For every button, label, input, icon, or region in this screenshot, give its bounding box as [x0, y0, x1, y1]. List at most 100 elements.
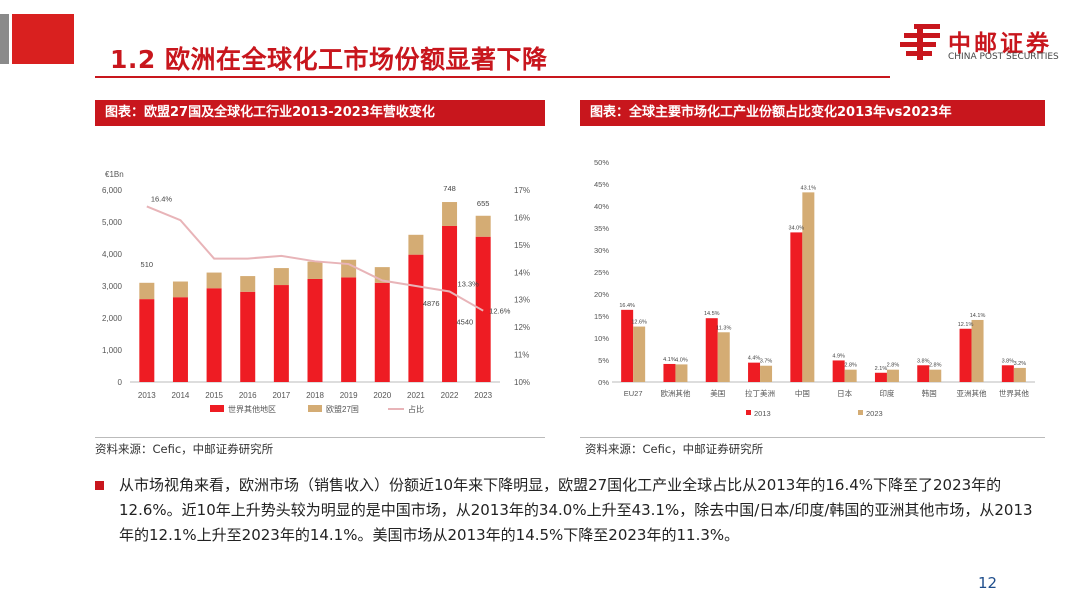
label-eu-2013: 510	[141, 260, 154, 269]
left-y2-tick: 12%	[514, 323, 530, 332]
right-y-tick: 30%	[594, 246, 609, 255]
left-y-tick: 1,000	[102, 346, 123, 355]
logo-chinese-name: 中邮证券	[948, 31, 1052, 57]
label-eu-2023: 655	[477, 199, 490, 208]
right-source-rule	[580, 437, 1045, 438]
right-y-tick: 45%	[594, 180, 609, 189]
bar-rest-of-world	[442, 225, 458, 382]
right-x-tick: 中国	[795, 388, 810, 398]
bar-eu27	[240, 276, 256, 292]
bar-2013	[790, 232, 803, 382]
right-y-tick: 25%	[594, 268, 609, 277]
label-2013-value: 14.5%	[704, 311, 720, 317]
label-2013-value: 4.1%	[663, 357, 676, 363]
left-x-tick: 2013	[138, 391, 156, 400]
body-paragraph: 从市场视角来看，欧洲市场（销售收入）份额近10年来下降明显，欧盟27国化工产业全…	[119, 476, 1033, 544]
market-share-bar-chart: 0% 5% 10% 15% 20% 25% 30% 35% 40% 45% 50% 16.4% 12.6…	[594, 158, 1035, 418]
left-y-tick: 2,000	[102, 314, 123, 323]
legend-label-row: 世界其他地区	[228, 404, 276, 414]
right-y-tick: 40%	[594, 202, 609, 211]
left-x-tick: 2022	[441, 391, 459, 400]
legend-swatch-2023	[858, 410, 863, 415]
label-2023-value: 4.0%	[675, 357, 688, 363]
label-2023-value: 43.1%	[801, 185, 817, 191]
right-chart-source: 资料来源：Cefic，中邮证券研究所	[585, 442, 764, 456]
corner-accent-red	[12, 14, 74, 64]
right-x-tick: 韩国	[922, 388, 937, 398]
bar-2013	[663, 363, 676, 382]
legend-swatch-eu	[308, 405, 322, 412]
bar-2013	[621, 309, 634, 382]
right-y-tick: 10%	[594, 334, 609, 343]
left-x-tick: 2015	[205, 391, 223, 400]
bar-2013	[705, 318, 718, 382]
left-y-tick: 0	[118, 378, 123, 387]
bar-eu27	[206, 272, 222, 289]
bar-rest-of-world	[374, 282, 390, 382]
label-2013-value: 2.1%	[875, 366, 888, 372]
right-y-tick: 20%	[594, 290, 609, 299]
bar-rest-of-world	[341, 277, 357, 382]
bar-2023	[971, 319, 984, 382]
bar-rest-of-world	[139, 299, 155, 382]
label-2023-value: 11.3%	[716, 325, 731, 331]
corner-accent-gray	[0, 14, 9, 64]
bar-eu27	[475, 215, 491, 237]
bar-2023	[675, 364, 688, 382]
bar-2023	[1013, 367, 1026, 382]
left-y2-tick: 14%	[514, 268, 530, 277]
left-x-tick: 2020	[373, 391, 391, 400]
bar-eu27	[442, 202, 458, 226]
label-2023-value: 12.6%	[631, 320, 647, 326]
label-2013-value: 4.9%	[832, 353, 845, 359]
logo-english-name: CHINA POST SECURITIES	[948, 52, 1059, 62]
label-2013-value: 16.4%	[619, 303, 635, 309]
label-2013-value: 4.4%	[748, 356, 761, 362]
left-x-tick: 2017	[272, 391, 290, 400]
bar-eu27	[408, 234, 424, 255]
label-2013-value: 12.1%	[958, 322, 974, 328]
right-y-tick: 50%	[594, 158, 609, 167]
right-y-tick: 5%	[598, 356, 609, 365]
legend-swatch-row	[210, 405, 224, 412]
label-share-2013: 16.4%	[151, 194, 173, 203]
bar-rest-of-world	[475, 236, 491, 382]
left-x-tick: 2019	[340, 391, 358, 400]
label-row-2022: 4876	[423, 299, 440, 308]
left-chart-source: 资料来源：Cefic，中邮证券研究所	[95, 442, 274, 456]
label-2023-value: 2.8%	[929, 363, 942, 369]
left-y2-tick: 13%	[514, 296, 530, 305]
left-x-tick: 2021	[407, 391, 425, 400]
bar-rest-of-world	[206, 288, 222, 382]
legend-label-eu: 欧盟27国	[326, 404, 359, 414]
right-x-tick: 美国	[710, 388, 725, 398]
bar-rest-of-world	[172, 297, 188, 382]
label-2023-value: 3.7%	[760, 359, 773, 365]
label-2023-value: 2.8%	[844, 363, 857, 369]
left-y2-tick: 11%	[514, 351, 529, 360]
right-x-tick: 世界其他	[999, 388, 1029, 398]
china-post-logo-icon	[900, 24, 940, 60]
left-source-rule	[95, 437, 545, 438]
left-x-tick: 2014	[172, 391, 190, 400]
bar-2013	[874, 372, 887, 382]
bar-2023	[717, 332, 730, 382]
page-number: 12	[978, 574, 998, 592]
bar-rest-of-world	[307, 278, 323, 382]
left-x-tick: 2018	[306, 391, 324, 400]
share-line	[146, 205, 484, 312]
left-x-tick: 2023	[474, 391, 492, 400]
bar-2023	[844, 369, 857, 382]
right-chart-header: 图表：全球主要市场化工产业份额占比变化2013年vs2023年	[580, 100, 1045, 126]
label-2023-value: 14.1%	[970, 313, 986, 319]
left-y2-tick: 10%	[514, 378, 530, 387]
bar-rest-of-world	[408, 254, 424, 382]
left-y2-tick: 16%	[514, 213, 530, 222]
company-logo: 中邮证券 CHINA POST SECURITIES	[900, 20, 1075, 70]
right-y-tick: 35%	[594, 224, 609, 233]
bar-rest-of-world	[273, 285, 289, 382]
label-row-2023: 4540	[456, 318, 473, 327]
right-y-tick: 0%	[598, 378, 609, 387]
right-y-tick: 15%	[594, 312, 609, 321]
left-y-tick: 4,000	[102, 250, 123, 259]
